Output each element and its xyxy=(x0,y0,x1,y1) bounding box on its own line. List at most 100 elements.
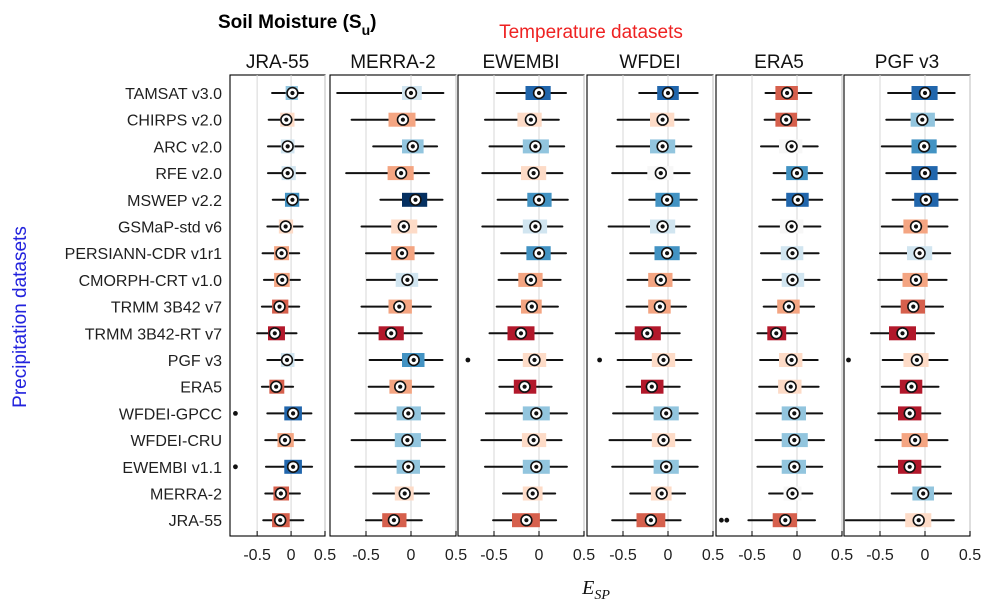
median-marker-dot xyxy=(279,251,284,256)
x-tick-label: 0.5 xyxy=(831,547,853,564)
panel-title: EWEMBI xyxy=(482,52,559,73)
median-marker-dot xyxy=(536,197,542,202)
boxplot-row-ewembi-v1-1 xyxy=(611,459,699,474)
median-marker-dot xyxy=(794,171,800,176)
median-marker-dot xyxy=(665,90,671,96)
panel-era5: ERA5 -0.5 0 0.5 xyxy=(715,52,853,564)
median-marker-dot xyxy=(284,117,289,122)
outlier-point xyxy=(597,357,602,363)
boxplot-row-wfdei-gpcc xyxy=(755,406,824,421)
median-marker-dot xyxy=(531,438,536,443)
row-label-mswep-v2-2: MSWEP v2.2 xyxy=(127,193,222,210)
median-marker-dot xyxy=(790,491,795,496)
median-marker-dot xyxy=(391,518,396,523)
boxplot-row-cmorph-crt-v1-0 xyxy=(262,272,301,287)
median-marker-dot xyxy=(408,90,414,96)
outlier-point xyxy=(719,517,724,523)
median-marker-dot xyxy=(274,384,279,389)
median-marker-dot xyxy=(400,117,405,122)
panel-title: MERRA-2 xyxy=(350,52,436,73)
median-marker-dot xyxy=(290,197,295,202)
median-marker-dot xyxy=(665,197,670,202)
boxplot-row-era5 xyxy=(758,379,820,394)
outlier-point xyxy=(233,411,238,416)
median-marker-dot xyxy=(528,117,534,122)
boxplot-row-jra-55 xyxy=(844,513,955,528)
boxplot-row-jra-55 xyxy=(719,513,816,528)
median-marker-dot xyxy=(285,171,290,176)
median-marker-dot xyxy=(792,464,797,469)
row-labels: TAMSAT v3.0 CHIRPS v2.0 ARC v2.0 RFE v2.0 MS… xyxy=(65,86,222,530)
median-marker-dot xyxy=(529,304,534,309)
median-marker-dot xyxy=(522,384,527,389)
boxplot-row-cmorph-crt-v1-0 xyxy=(497,272,562,287)
median-marker-dot xyxy=(532,357,537,363)
median-marker-dot xyxy=(405,438,410,443)
panel-title: ERA5 xyxy=(754,52,804,73)
row-label-pgf-v3: PGF v3 xyxy=(168,353,222,370)
panel-jra-55: JRA-55 -0.5 0 0.5 xyxy=(229,52,336,564)
median-marker-dot xyxy=(399,251,405,256)
boxplot-row-merra-2 xyxy=(768,486,814,501)
median-marker-dot xyxy=(913,224,919,229)
median-marker-dot xyxy=(524,518,529,523)
row-label-persiann-cdr-v1r1: PERSIANN-CDR v1r1 xyxy=(65,246,222,263)
median-marker-dot xyxy=(665,251,670,256)
boxplot-row-chirps-v2-0 xyxy=(484,112,560,127)
median-marker-dot xyxy=(397,304,402,309)
boxplot-row-wfdei-gpcc xyxy=(612,406,699,421)
boxplot-row-persiann-cdr-v1r1 xyxy=(261,246,301,261)
boxplot-row-rfe-v2-0 xyxy=(885,166,957,181)
panel-ewembi: EWEMBI -0.5 0 0.5 xyxy=(457,52,595,564)
row-label-cmorph-crt-v1-0: CMORPH-CRT v1.0 xyxy=(79,273,223,290)
boxplot-row-persiann-cdr-v1r1 xyxy=(879,246,952,261)
x-tick-label: 0.5 xyxy=(959,547,981,564)
x-tick-label: -0.5 xyxy=(738,547,766,564)
boxplot-row-pgf-v3 xyxy=(759,353,819,367)
boxplot-row-trmm-3b42-rt-v7 xyxy=(256,326,298,341)
row-label-rfe-v2-0: RFE v2.0 xyxy=(155,166,222,183)
boxplot-row-rfe-v2-0 xyxy=(345,166,430,181)
x-tick-label: 0 xyxy=(407,547,416,564)
median-marker-dot xyxy=(792,438,797,443)
row-label-era5: ERA5 xyxy=(180,380,222,397)
median-marker-dot xyxy=(660,144,665,149)
boxplot-row-persiann-cdr-v1r1 xyxy=(629,246,697,261)
boxplot-row-pgf-v3 xyxy=(465,353,564,367)
row-label-gsmap-std-v6: GSMaP-std v6 xyxy=(118,220,222,237)
x-tick-label: -0.5 xyxy=(243,547,271,564)
boxplot-row-merra-2 xyxy=(629,486,687,501)
boxplot-row-gsmap-std-v6 xyxy=(481,219,564,234)
boxplot-row-chirps-v2-0 xyxy=(267,112,305,127)
boxplot-row-mswep-v2-2 xyxy=(496,192,569,207)
median-marker-dot xyxy=(788,384,793,389)
boxplot-row-ewembi-v1-1 xyxy=(484,459,568,474)
median-marker-dot xyxy=(789,357,794,363)
boxplot-row-chirps-v2-0 xyxy=(350,112,436,127)
boxplot-row-rfe-v2-0 xyxy=(611,166,691,181)
boxplot-row-gsmap-std-v6 xyxy=(880,219,949,234)
boxplot-row-merra-2 xyxy=(264,486,301,501)
boxplot-row-trmm-3b42-v7 xyxy=(360,299,432,314)
boxplot-row-arc-v2-0 xyxy=(372,139,439,154)
boxplot-row-trmm-3b42-v7 xyxy=(880,299,944,314)
boxplot-row-merra-2 xyxy=(502,486,557,501)
boxplot-row-mswep-v2-2 xyxy=(628,192,698,207)
boxplot-row-era5 xyxy=(367,379,435,394)
boxplot-row-cmorph-crt-v1-0 xyxy=(761,272,821,287)
median-marker-dot xyxy=(536,251,542,256)
boxplot-row-era5 xyxy=(625,379,681,394)
median-marker-dot xyxy=(660,224,665,229)
boxplot-row-era5 xyxy=(498,379,553,394)
x-axis-label: ESP xyxy=(581,577,610,603)
boxplot-row-wfdei-cru xyxy=(754,433,825,448)
row-label-chirps-v2-0: CHIRPS v2.0 xyxy=(127,113,222,130)
boxplot-row-jra-55 xyxy=(262,513,305,528)
boxplot-row-trmm-3b42-rt-v7 xyxy=(756,326,798,341)
median-marker-dot xyxy=(922,171,928,176)
boxplot-row-wfdei-cru xyxy=(480,433,563,448)
median-marker-dot xyxy=(790,277,795,282)
x-tick-label: 0 xyxy=(664,547,673,564)
row-label-arc-v2-0: ARC v2.0 xyxy=(154,139,223,156)
